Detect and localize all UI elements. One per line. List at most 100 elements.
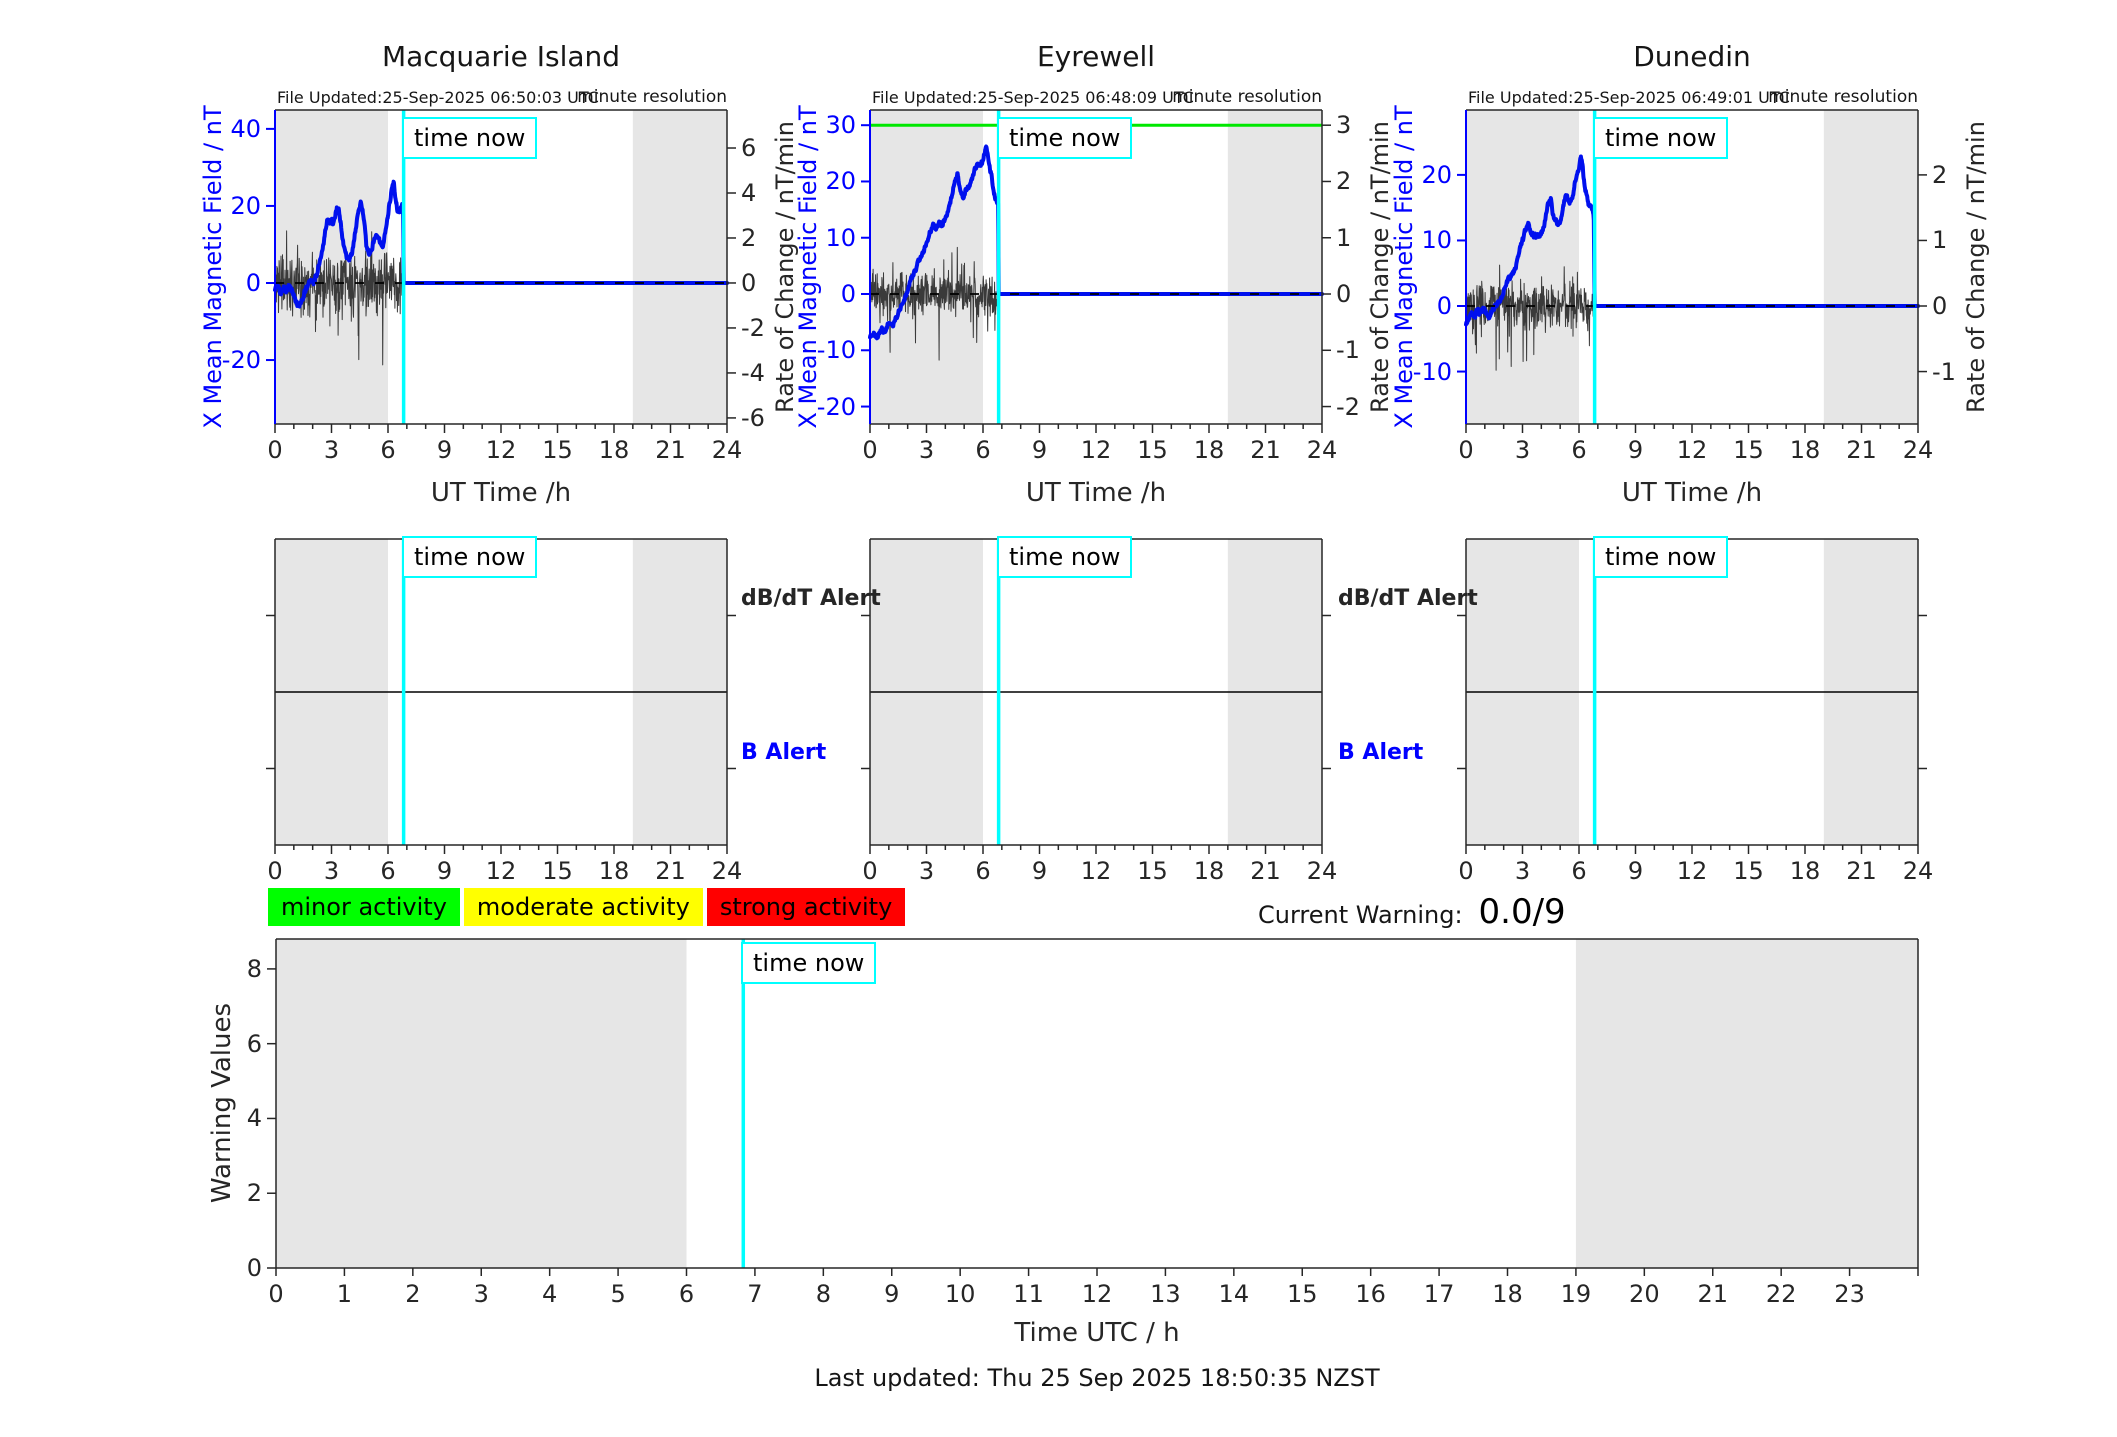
current-warning-value: 0.0/9 [1478,892,1566,932]
x-tick-label: 12 [1676,857,1708,885]
db-dt-alert-label-macquarie: dB/dT Alert [741,586,881,611]
x-tick-label: 16 [1355,1280,1386,1308]
time-now-flag: time now [402,117,538,159]
db-dt-alert-label-eyrewell: dB/dT Alert [1338,586,1478,611]
x-tick-label: 6 [1571,436,1587,464]
x-tick-label: 15 [1137,857,1168,885]
y-tick-label-left: 8 [246,954,262,983]
x-tick-label: 10 [944,1280,976,1308]
y-tick-label-right: 3 [1336,111,1352,140]
x-tick-label: 15 [1733,857,1764,885]
y-tick-label-right: 6 [741,134,757,162]
x-tick-label: 20 [1629,1280,1660,1308]
y-tick-label-right: -2 [741,313,765,342]
x-tick-label: 6 [1571,857,1587,885]
time-now-flag: time now [1593,117,1729,159]
current-warning-label: Current Warning: [1258,901,1463,929]
y-tick-label-right: -1 [1336,336,1360,365]
x-tick-label: 24 [711,436,743,464]
x-tick-label: 18 [1789,436,1821,464]
time-now-flag: time now [997,536,1133,578]
x-tick-label: 24 [1306,436,1338,464]
y-tick-label-right: 0 [1932,292,1948,320]
y-tick-label-left: 0 [840,280,856,308]
y-tick-label-right: 0 [1336,280,1352,308]
x-tick-label: 15 [1733,436,1764,464]
y-tick-label-left: 10 [825,223,856,252]
x-tick-label: 15 [542,857,573,885]
x-tick-label: 6 [380,436,396,464]
x-tick-label: 3 [473,1280,489,1308]
x-tick-label: 3 [918,857,935,885]
x-tick-label: 18 [1193,857,1225,885]
x-tick-label: 3 [323,857,340,885]
y-tick-label-right: -2 [1336,392,1360,421]
x-tick-label: 12 [1080,436,1112,464]
x-tick-label: 18 [598,857,630,885]
x-tick-label: 18 [1789,857,1821,885]
y-tick-label-left: 6 [246,1029,262,1058]
x-tick-label: 9 [884,1280,900,1308]
x-tick-label: 24 [1902,436,1934,464]
y-tick-label-left: -10 [1412,357,1452,386]
x-tick-label: 21 [655,436,686,464]
resolution-note-dunedin: minute resolution [1768,87,1918,107]
x-tick-label: 11 [1013,1280,1044,1308]
x-tick-label: 6 [975,857,991,885]
x-tick-label: 9 [1627,857,1644,885]
x-tick-label: 12 [1081,1280,1113,1308]
x-tick-label: 23 [1834,1280,1865,1308]
x-tick-label: 8 [815,1280,831,1308]
time-now-flag: time now [402,536,538,578]
x-tick-label: 9 [436,436,453,464]
x-tick-label: 1 [336,1280,353,1308]
x-tick-label: 3 [918,436,935,464]
x-tick-label: 12 [1676,436,1708,464]
x-tick-label: 6 [678,1280,695,1308]
x-tick-label: 6 [380,857,396,885]
y-tick-label-left: 40 [230,114,261,143]
x-tick-label: 15 [1286,1280,1318,1308]
resolution-note-macquarie: minute resolution [577,87,727,107]
night-shading-band [275,110,388,424]
legend-item-0: minor activity [268,888,460,926]
y-tick-label-right: -6 [741,403,765,432]
y-tick-label-left: 20 [1421,160,1452,189]
y-tick-label-left: 20 [825,167,856,196]
y-tick-label-left: 0 [1436,292,1452,320]
x-tick-label: 18 [1193,436,1225,464]
last-updated-text: Last updated: Thu 25 Sep 2025 18:50:35 N… [814,1364,1380,1392]
y-tick-label-right: -1 [1932,357,1956,386]
night-shading-band [1823,110,1918,424]
y-tick-label-right: 2 [1336,167,1352,196]
night-shading-band [1227,110,1322,424]
time-now-flag: time now [1593,536,1729,578]
mean-field-series [868,144,1324,341]
b-alert-label-macquarie: B Alert [741,740,827,765]
mean-field-series [1464,154,1920,327]
file-updated-dunedin: File Updated:25-Sep-2025 06:49:01 UTC [1468,88,1790,107]
night-shading-band [632,110,727,424]
x-tick-label: 0 [1458,436,1474,464]
night-shading-band [870,110,983,424]
x-tick-label: 22 [1765,1280,1797,1308]
mean-field-series [273,179,729,309]
y-axis-label-right-dunedin: Rate of Change / nT/min [1962,121,1990,413]
rate-of-change-series [869,246,1000,361]
x-tick-label: 24 [711,857,743,885]
x-tick-label: 9 [436,857,453,885]
x-tick-label: 3 [323,436,340,464]
time-now-flag: time now [997,117,1133,159]
x-tick-label: 19 [1560,1280,1592,1308]
x-tick-label: 13 [1150,1280,1181,1308]
time-now-flag: time now [741,942,877,984]
night-shading-band [276,939,687,1268]
y-tick-label-left: -20 [221,346,261,375]
y-tick-label-left: 20 [230,191,261,220]
rate-of-change-series [274,230,405,366]
x-tick-label: 5 [610,1280,626,1308]
x-tick-label: 2 [405,1280,421,1308]
x-tick-label: 21 [655,857,686,885]
x-axis-label-dunedin: UT Time /h [1621,478,1763,508]
